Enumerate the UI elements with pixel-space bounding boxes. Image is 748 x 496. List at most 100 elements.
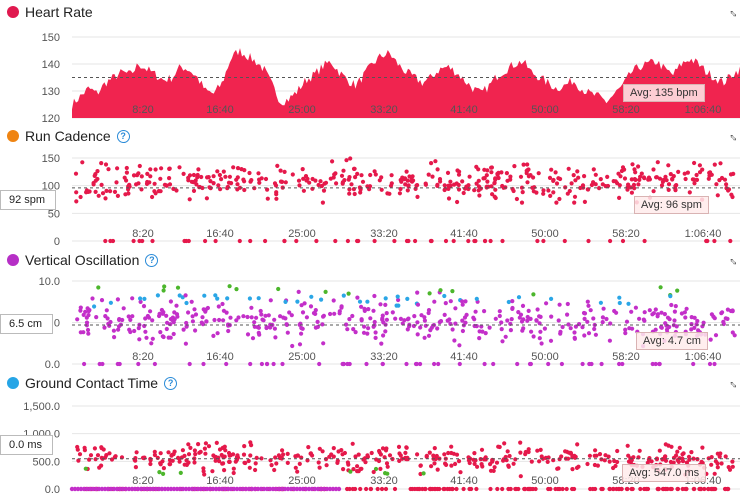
data-point	[427, 450, 432, 455]
data-point	[121, 306, 126, 311]
data-point	[630, 486, 635, 492]
data-point	[495, 486, 500, 492]
data-point	[633, 177, 638, 182]
data-point	[446, 186, 451, 191]
data-point	[443, 301, 448, 306]
data-point	[167, 166, 172, 171]
data-point	[215, 296, 220, 301]
data-point	[96, 285, 101, 290]
data-point	[566, 322, 571, 327]
data-point	[207, 185, 212, 190]
data-point	[403, 450, 408, 455]
data-point	[432, 461, 437, 466]
data-point	[299, 303, 304, 308]
data-point	[456, 172, 462, 177]
data-point	[445, 170, 451, 175]
data-point	[516, 486, 521, 492]
data-point	[106, 167, 111, 172]
data-point	[78, 194, 83, 200]
vertical-oscillation-chart[interactable]: 10.05.00.08:2016:4025:0033:2041:4050:005…	[0, 270, 748, 370]
data-point	[515, 361, 520, 367]
data-point	[536, 171, 541, 176]
data-point	[348, 469, 353, 474]
data-point	[217, 459, 222, 464]
data-point	[639, 171, 644, 176]
data-point	[712, 162, 717, 167]
data-point	[603, 453, 608, 458]
data-point	[483, 238, 488, 244]
data-point	[631, 182, 637, 187]
data-point	[725, 486, 730, 492]
help-icon[interactable]: ?	[164, 376, 178, 390]
data-point	[446, 196, 452, 201]
data-point	[227, 459, 232, 464]
data-point	[599, 361, 604, 367]
data-point	[683, 315, 688, 320]
data-point	[271, 361, 276, 367]
data-point	[531, 334, 536, 339]
data-point	[636, 164, 641, 169]
data-point	[372, 319, 377, 325]
data-point	[566, 450, 572, 455]
data-point	[505, 449, 510, 454]
data-point	[323, 180, 329, 185]
data-point	[715, 465, 720, 470]
data-point	[435, 182, 440, 187]
help-icon[interactable]: ?	[116, 129, 130, 143]
vertical-oscillation-panel: Vertical Oscillation ? ⇔ 10.05.00.08:201…	[0, 250, 748, 372]
data-point	[247, 465, 252, 470]
data-point	[92, 304, 97, 309]
data-point	[344, 158, 349, 163]
data-point	[158, 330, 163, 335]
data-point	[247, 296, 252, 301]
data-point	[604, 316, 609, 322]
data-point	[92, 446, 97, 451]
data-point	[397, 458, 402, 463]
data-point	[397, 451, 402, 456]
data-point	[94, 315, 99, 320]
expand-icon[interactable]: ⇔	[724, 251, 744, 271]
data-point	[539, 341, 544, 346]
data-point	[285, 330, 290, 335]
x-tick-label: 50:00	[531, 475, 559, 487]
data-point	[450, 327, 455, 332]
data-point	[393, 316, 398, 321]
data-point	[136, 326, 141, 331]
data-point	[245, 332, 251, 337]
data-point	[637, 448, 642, 453]
data-point	[471, 315, 476, 320]
data-point	[519, 319, 525, 324]
data-point	[701, 320, 706, 325]
expand-icon[interactable]: ⇔	[724, 374, 744, 394]
data-point	[359, 466, 364, 471]
data-point	[476, 188, 481, 193]
data-point	[403, 182, 408, 187]
data-point	[375, 486, 380, 492]
help-icon[interactable]: ?	[145, 253, 159, 267]
data-point	[479, 447, 485, 452]
data-point	[380, 361, 385, 367]
data-point	[488, 238, 493, 244]
data-point	[684, 486, 689, 492]
heart-rate-chart[interactable]: 150 140 130 120 8:20 16:40 25:00 33:20 41:40 50:0…	[0, 22, 748, 122]
expand-icon[interactable]: ⇔	[724, 3, 744, 23]
data-point	[357, 299, 363, 304]
data-point	[99, 161, 104, 166]
run-cadence-chart[interactable]: 150 100 50 0 8:20 16:40 25:00 33:20 41:40 50:00 58…	[0, 146, 748, 246]
expand-icon[interactable]: ⇔	[724, 127, 744, 147]
data-point	[332, 311, 337, 316]
data-point	[361, 330, 367, 335]
data-point	[668, 172, 673, 177]
ground-contact-time-panel: Ground Contact Time ? ⇔ 1,500.01,000.050…	[0, 373, 748, 496]
ground-contact-time-chart[interactable]: 1,500.01,000.0500.00.08:2016:4025:0033:2…	[0, 393, 748, 496]
data-point	[450, 486, 455, 492]
y-tick-label: 500.0	[32, 456, 60, 468]
data-point	[170, 317, 175, 322]
data-point	[642, 176, 647, 181]
data-point	[525, 318, 530, 323]
data-point	[124, 165, 129, 171]
data-point	[415, 302, 421, 307]
y-tick-label: 10.0	[39, 276, 60, 288]
data-point	[404, 361, 409, 367]
data-point	[203, 238, 208, 244]
